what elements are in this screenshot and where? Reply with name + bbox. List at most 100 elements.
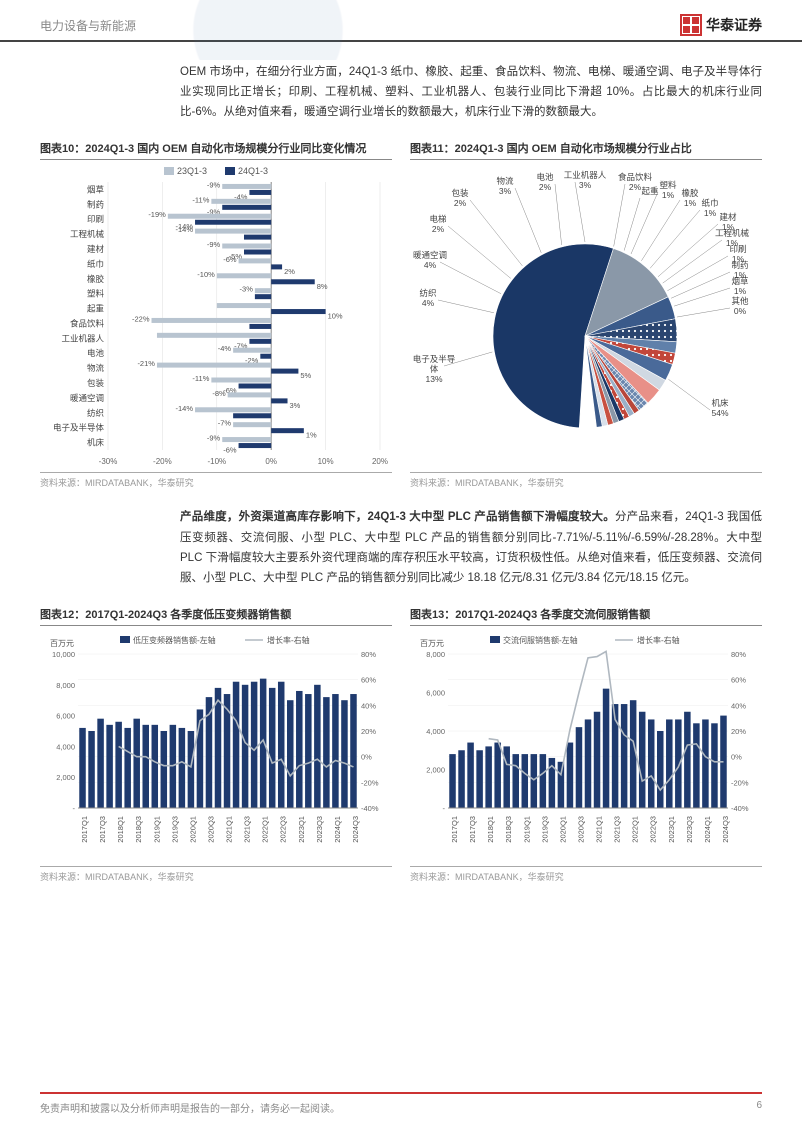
svg-text:0%: 0% (734, 306, 747, 316)
chart10-legend-0: 23Q1-3 (177, 166, 207, 176)
svg-text:-21%: -21% (137, 359, 155, 368)
svg-text:工业机器人: 工业机器人 (564, 170, 607, 180)
svg-text:-20%: -20% (731, 778, 749, 787)
svg-text:2018Q1: 2018Q1 (116, 816, 125, 843)
svg-text:54%: 54% (711, 408, 728, 418)
svg-text:80%: 80% (731, 650, 746, 659)
svg-text:2018Q3: 2018Q3 (134, 816, 143, 843)
svg-text:-9%: -9% (207, 434, 221, 443)
svg-text:2020Q3: 2020Q3 (576, 816, 585, 843)
logo-text: 华泰证券 (706, 15, 762, 35)
svg-text:-14%: -14% (176, 225, 194, 234)
svg-text:4%: 4% (424, 260, 437, 270)
svg-text:电子及半导体: 电子及半导体 (53, 423, 105, 433)
page-footer: 免责声明和披露以及分析师声明是报告的一部分，请务必一起阅读。 6 (40, 1092, 762, 1115)
svg-text:-6%: -6% (223, 255, 237, 264)
chart13-title: 图表13：2017Q1-2024Q3 各季度交流伺服销售额 (410, 606, 762, 626)
svg-text:2017Q3: 2017Q3 (468, 816, 477, 843)
svg-text:橡胶: 橡胶 (681, 188, 699, 198)
chart10-title: 图表10：2024Q1-3 国内 OEM 自动化市场规模分行业同比变化情况 (40, 140, 392, 160)
svg-text:8,000: 8,000 (426, 650, 445, 659)
charts-row-1: 图表10：2024Q1-3 国内 OEM 自动化市场规模分行业同比变化情况 23… (40, 140, 762, 489)
logo-mark-icon (680, 14, 702, 36)
svg-text:增长率-右轴: 增长率-右轴 (267, 635, 310, 645)
chart12-svg: 百万元低压变频器销售额-左轴增长率-右轴2,0004,0006,0008,000… (40, 632, 390, 862)
svg-text:机床: 机床 (711, 398, 729, 408)
svg-text:10,000: 10,000 (52, 650, 75, 659)
svg-text:2023Q1: 2023Q1 (297, 816, 306, 843)
svg-text:纸巾: 纸巾 (87, 259, 104, 269)
svg-text:-14%: -14% (176, 404, 194, 413)
svg-text:-30%: -30% (99, 457, 118, 466)
svg-text:-6%: -6% (223, 446, 237, 455)
svg-text:4,000: 4,000 (56, 742, 75, 751)
svg-text:暖通空调: 暖通空调 (413, 250, 447, 260)
svg-text:40%: 40% (731, 701, 746, 710)
svg-text:2023Q1: 2023Q1 (667, 816, 676, 843)
svg-text:10%: 10% (318, 457, 334, 466)
svg-text:60%: 60% (731, 676, 746, 685)
chart13-svg: 百万元交流伺服销售额-左轴增长率-右轴2,0004,0006,0008,000-… (410, 632, 760, 862)
svg-text:2022Q1: 2022Q1 (631, 816, 640, 843)
svg-text:-7%: -7% (218, 419, 232, 428)
svg-text:2024Q1: 2024Q1 (703, 816, 712, 843)
svg-text:5%: 5% (300, 371, 311, 380)
brand-logo: 华泰证券 (680, 14, 762, 36)
svg-text:2019Q3: 2019Q3 (540, 816, 549, 843)
chart10-svg: -30%-20%-10%0%10%20%烟草-9%-4%制药-11%-9%印刷-… (40, 178, 390, 468)
svg-text:2020Q3: 2020Q3 (206, 816, 215, 843)
footer-disclaimer: 免责声明和披露以及分析师声明是报告的一部分，请务必一起阅读。 (40, 1100, 340, 1115)
svg-text:-4%: -4% (218, 345, 232, 354)
svg-text:纸巾: 纸巾 (701, 198, 718, 208)
svg-text:2022Q1: 2022Q1 (261, 816, 270, 843)
svg-text:增长率-右轴: 增长率-右轴 (637, 635, 680, 645)
svg-text:-40%: -40% (731, 804, 749, 813)
svg-text:电池: 电池 (87, 349, 105, 359)
svg-text:6,000: 6,000 (56, 711, 75, 720)
chart10-source: 资料来源：MIRDATABANK，华泰研究 (40, 472, 392, 489)
svg-text:电梯: 电梯 (429, 214, 447, 224)
svg-text:-20%: -20% (153, 457, 172, 466)
svg-text:2024Q1: 2024Q1 (333, 816, 342, 843)
svg-text:低压变频器销售额-左轴: 低压变频器销售额-左轴 (133, 635, 216, 645)
svg-text:20%: 20% (372, 457, 388, 466)
svg-text:工业机器人: 工业机器人 (61, 334, 104, 344)
svg-text:-: - (73, 804, 76, 813)
charts-row-2: 图表12：2017Q1-2024Q3 各季度低压变频器销售额 百万元 低压变频器销… (40, 606, 762, 883)
svg-text:60%: 60% (361, 676, 376, 685)
svg-text:机床: 机床 (87, 438, 105, 448)
svg-text:印刷: 印刷 (87, 215, 104, 225)
svg-text:物流: 物流 (496, 176, 514, 186)
svg-text:2023Q3: 2023Q3 (315, 816, 324, 843)
svg-text:0%: 0% (361, 753, 372, 762)
svg-text:暖通空调: 暖通空调 (70, 393, 104, 403)
paragraph-1: OEM 市场中，在细分行业方面，24Q1-3 纸巾、橡胶、起重、食品饮料、物流、… (180, 62, 762, 122)
svg-text:0%: 0% (731, 753, 742, 762)
svg-text:-40%: -40% (361, 804, 379, 813)
svg-text:2021Q3: 2021Q3 (613, 816, 622, 843)
svg-text:-: - (443, 804, 446, 813)
svg-text:百万元: 百万元 (50, 639, 74, 648)
svg-text:4,000: 4,000 (426, 727, 445, 736)
svg-text:印刷: 印刷 (729, 244, 746, 254)
page-header: 电力设备与新能源 华泰证券 (0, 0, 802, 42)
svg-text:-20%: -20% (361, 778, 379, 787)
chart12-source: 资料来源：MIRDATABANK，华泰研究 (40, 866, 392, 883)
svg-text:2019Q1: 2019Q1 (152, 816, 161, 843)
svg-text:2%: 2% (629, 182, 642, 192)
svg-text:纺织: 纺织 (419, 288, 436, 298)
paragraph-2: 产品维度，外资渠道高库存影响下，24Q1-3 大中型 PLC 产品销售额下滑幅度… (180, 507, 762, 588)
svg-text:2,000: 2,000 (56, 773, 75, 782)
svg-text:食品饮料: 食品饮料 (70, 319, 105, 329)
chart13-source: 资料来源：MIRDATABANK，华泰研究 (410, 866, 762, 883)
svg-text:2019Q1: 2019Q1 (522, 816, 531, 843)
chart12-title: 图表12：2017Q1-2024Q3 各季度低压变频器销售额 (40, 606, 392, 626)
svg-text:交流伺服销售额-左轴: 交流伺服销售额-左轴 (503, 635, 578, 645)
svg-text:3%: 3% (579, 180, 592, 190)
svg-text:-9%: -9% (207, 181, 221, 190)
svg-text:2020Q1: 2020Q1 (188, 816, 197, 843)
svg-text:其他: 其他 (731, 296, 749, 306)
svg-text:20%: 20% (731, 727, 746, 736)
page-number: 6 (756, 1100, 762, 1115)
svg-text:食品饮料: 食品饮料 (618, 172, 653, 182)
